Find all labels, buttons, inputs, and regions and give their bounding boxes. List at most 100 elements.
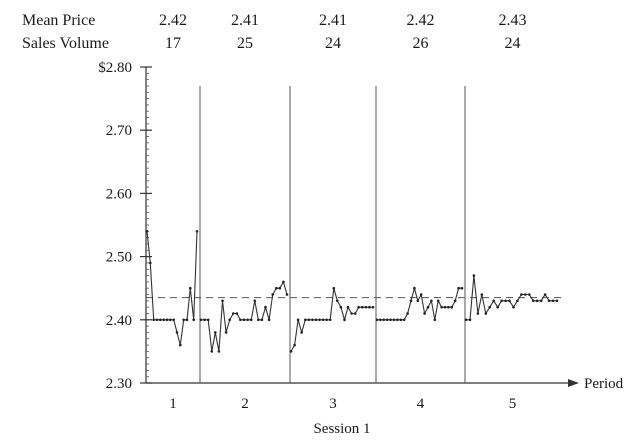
price-point: [492, 299, 496, 303]
price-point: [311, 318, 314, 322]
price-point: [343, 318, 346, 322]
price-point: [488, 305, 492, 309]
price-point: [447, 305, 450, 309]
price-point: [246, 318, 249, 322]
price-point: [368, 305, 371, 309]
period-stats: 2.42 17 2.41 25 2.41 24 2.42 26 2.43 24: [159, 12, 527, 52]
price-point: [535, 299, 539, 303]
period-dividers: [199, 86, 466, 383]
price-point: [235, 312, 239, 315]
price-point: [409, 299, 413, 303]
price-point: [457, 286, 460, 290]
price-point: [357, 305, 361, 309]
price-point: [242, 318, 246, 322]
y-tick-label: 2.60: [106, 186, 132, 202]
mean-price-value: 2.42: [159, 12, 187, 29]
price-point: [453, 299, 457, 303]
price-point: [508, 299, 511, 303]
price-point: [195, 230, 199, 233]
price-point: [346, 305, 350, 309]
price-point: [221, 299, 224, 303]
period-label: 2: [241, 396, 249, 412]
price-point: [155, 318, 159, 322]
sales-volume-row-label: Sales Volume: [22, 35, 109, 52]
sales-volume-value: 24: [505, 35, 521, 52]
y-tick-label: 2.70: [106, 123, 132, 139]
price-point: [328, 318, 332, 322]
price-point: [239, 318, 242, 322]
price-point: [520, 293, 523, 296]
price-point: [210, 350, 214, 353]
price-point: [214, 331, 217, 334]
x-axis-label: Period: [584, 376, 624, 392]
mean-price-value: 2.41: [231, 12, 259, 29]
price-point: [399, 318, 403, 322]
price-point: [361, 305, 364, 309]
price-point: [504, 299, 507, 303]
mean-price-row-label: Mean Price: [22, 12, 95, 29]
price-point: [516, 299, 519, 303]
price-point: [332, 286, 336, 290]
price-point: [257, 318, 260, 322]
price-point: [480, 293, 484, 296]
price-point: [426, 305, 430, 309]
price-point: [468, 318, 472, 322]
price-point: [450, 305, 454, 309]
price-point: [382, 318, 386, 322]
x-axis-arrow-icon: [568, 379, 579, 387]
price-point: [232, 312, 235, 315]
price-point: [217, 350, 221, 353]
y-tick-label: 2.50: [106, 250, 132, 266]
price-point: [175, 331, 179, 334]
price-point: [289, 350, 293, 353]
price-point: [433, 318, 437, 322]
price-point: [406, 312, 409, 315]
price-point: [543, 293, 547, 296]
price-point: [282, 280, 285, 284]
price-point: [532, 299, 535, 303]
price-point: [524, 293, 527, 296]
price-point: [443, 305, 447, 309]
price-point: [413, 286, 416, 290]
price-point: [389, 318, 392, 322]
y-tick-label: 2.40: [106, 313, 132, 329]
price-point: [423, 312, 426, 315]
price-point: [496, 305, 500, 309]
price-point: [253, 299, 257, 303]
price-point: [392, 318, 396, 322]
y-axis-ticks: $2.80 2.70 2.60 2.50 2.40 2.30: [98, 60, 152, 392]
period-labels: 1 2 3 4 5: [169, 396, 516, 412]
price-point: [182, 318, 185, 322]
price-point: [275, 286, 278, 290]
price-point: [165, 318, 169, 322]
sales-volume-value: 24: [325, 35, 341, 52]
mean-price-value: 2.42: [407, 12, 435, 29]
price-point: [300, 331, 304, 334]
price-point: [325, 318, 329, 322]
price-point: [260, 318, 264, 322]
price-point: [199, 318, 203, 322]
price-point: [555, 299, 559, 303]
price-point: [224, 331, 228, 334]
price-point: [285, 293, 289, 296]
price-line-period-1: [146, 231, 198, 346]
price-point: [396, 318, 399, 322]
mean-price-value: 2.43: [499, 12, 527, 29]
price-point: [314, 318, 318, 322]
y-tick-label: 2.30: [106, 376, 132, 392]
period-label: 4: [417, 396, 425, 412]
price-point: [152, 318, 155, 322]
session-label: Session 1: [313, 421, 370, 437]
price-point: [172, 318, 175, 322]
sales-volume-value: 26: [413, 35, 429, 52]
price-point: [264, 305, 267, 309]
y-tick-label: $2.80: [98, 60, 132, 76]
price-point: [460, 286, 464, 290]
price-point: [318, 318, 321, 322]
sales-volume-value: 17: [165, 35, 181, 52]
price-point: [339, 305, 343, 309]
price-line-period-2: [201, 280, 288, 352]
price-point: [436, 299, 440, 303]
price-point: [162, 318, 165, 322]
